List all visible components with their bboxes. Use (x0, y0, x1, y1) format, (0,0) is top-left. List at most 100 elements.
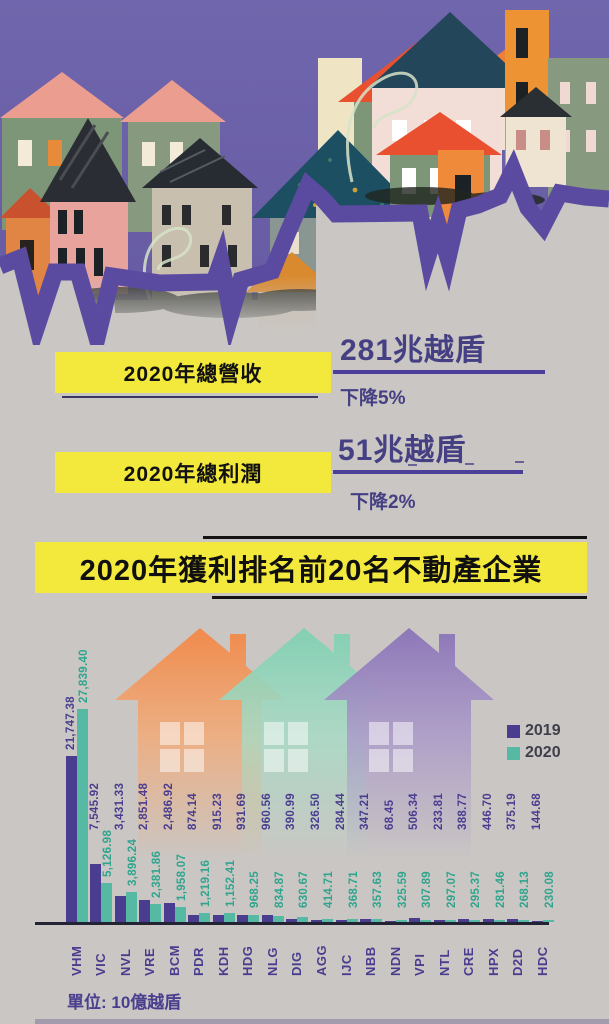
bar-2020-CRE (469, 919, 481, 922)
revenue-box-underline (62, 396, 318, 398)
value-label-2019-HPX: 446.70 (481, 793, 494, 830)
value-label-2019-NDN: 68.45 (383, 799, 396, 830)
tick-HDC: HDC (534, 946, 550, 976)
chart-background-houses (115, 628, 494, 872)
value-label-2019-VRE: 2,851.48 (138, 782, 151, 830)
value-label-2019-D2D: 375.19 (506, 793, 519, 830)
value-label-2020-CRE: 295.37 (470, 871, 483, 908)
bar-2020-NVL (125, 892, 137, 922)
bottom-strip (35, 1019, 609, 1024)
value-label-2020-IJC: 368.71 (347, 871, 360, 908)
value-label-2019-NBB: 347.21 (359, 793, 372, 830)
house-window (369, 749, 389, 772)
bar-2020-NDN (395, 919, 407, 922)
revenue-underline (333, 370, 545, 374)
village-illustration (0, 0, 609, 345)
bar-2019-NBB (360, 919, 372, 922)
bar-2019-HDG (237, 914, 249, 922)
page-title: 2020年獲利排名前20名不動產企業 (79, 554, 543, 587)
bar-2019-NDN (384, 920, 396, 922)
tick-KDH: KDH (215, 946, 231, 976)
house-window (288, 722, 308, 745)
value-label-2020-DIG: 630.67 (298, 871, 311, 908)
bar-2020-BCM (174, 907, 186, 922)
tick-DIG: DIG (289, 951, 305, 976)
bar-2020-D2D (518, 919, 530, 922)
bar-2020-KDH (223, 913, 235, 922)
legend-swatch-2019 (507, 724, 520, 738)
tick-NTL: NTL (436, 949, 452, 976)
legend-label-2020: 2020 (525, 744, 561, 761)
tick-HDG: HDG (240, 945, 256, 976)
bar-2019-BCM (163, 902, 175, 922)
value-label-2020-BCM: 1,958.07 (175, 853, 188, 902)
bar-2019-VRE (139, 900, 151, 922)
profit-label-box: 2020年總利潤 (55, 452, 331, 493)
bar-2019-VHM (65, 755, 77, 922)
value-label-2019-NLG: 960.56 (260, 793, 273, 830)
underline-dash (408, 464, 417, 466)
value-label-2019-NVL: 3,431.33 (113, 782, 126, 830)
legend-swatch-2020 (507, 746, 520, 760)
house-window (288, 749, 308, 772)
house-window (369, 722, 389, 745)
value-label-2020-VPI: 307.89 (421, 871, 434, 908)
bar-2020-NTL (444, 919, 456, 922)
value-label-2019-DIG: 390.99 (285, 793, 298, 830)
tick-HPX: HPX (485, 947, 501, 976)
revenue-label-box: 2020年總營收 (55, 352, 331, 393)
bar-2020-HDG (248, 914, 260, 922)
bar-2019-HPX (482, 918, 494, 922)
value-label-2020-AGG: 414.71 (323, 871, 335, 908)
bar-2020-IJC (346, 919, 358, 922)
value-label-2019-NTL: 233.81 (432, 793, 445, 830)
tick-IJC: IJC (338, 954, 354, 976)
legend-2020: 2020 (507, 744, 561, 762)
revenue-value: 281兆越盾 (340, 334, 487, 367)
tick-VIC: VIC (93, 952, 109, 976)
bar-2019-AGG (311, 919, 322, 922)
legend-label-2019: 2019 (525, 722, 561, 739)
revenue-label: 2020年總營收 (123, 362, 263, 386)
bar-2020-VPI (420, 919, 432, 922)
value-label-2020-NDN: 325.59 (396, 871, 409, 908)
value-label-2020-VIC: 5,126.98 (102, 829, 115, 877)
tick-D2D: D2D (510, 948, 526, 976)
tick-NLG: NLG (264, 947, 280, 976)
bar-2019-NLG (261, 914, 273, 922)
value-label-2019-VHM: 21,747.38 (64, 695, 77, 750)
bar-2019-DIG (286, 919, 298, 922)
value-label-2019-AGG: 326.50 (310, 793, 322, 830)
unit-label: 單位: 10億越盾 (67, 993, 182, 1012)
value-label-2019-VIC: 7,545.92 (89, 782, 102, 830)
tick-NDN: NDN (387, 946, 403, 976)
bar-2020-VRE (150, 903, 162, 922)
underline-dash (465, 463, 474, 465)
value-label-2019-IJC: 284.44 (334, 793, 347, 830)
revenue-change: 下降5% (340, 388, 406, 409)
banner-bottom-line (212, 596, 587, 599)
page-title-banner: 2020年獲利排名前20名不動產企業 (35, 542, 587, 593)
house-window (184, 749, 204, 772)
profit-change: 下降2% (350, 492, 416, 513)
legend-2019: 2019 (507, 722, 561, 740)
bar-2020-NLG (272, 915, 284, 922)
bar-2020-VIC (101, 882, 113, 922)
bar-2019-IJC (335, 919, 347, 922)
value-label-2020-KDH: 1,152.41 (224, 860, 237, 908)
bar-2020-PDR (199, 912, 211, 922)
bar-2020-HDC (542, 920, 554, 922)
underline-dash (515, 461, 524, 463)
tick-NVL: NVL (117, 948, 133, 977)
bar-2020-NBB (371, 919, 383, 922)
house-window (184, 722, 204, 745)
house-window (393, 722, 413, 745)
smoke-swirl-icon (142, 71, 419, 301)
tick-PDR: PDR (191, 947, 207, 976)
bar-2019-HDC (531, 920, 543, 922)
house-window (264, 749, 284, 772)
bar-2019-NTL (433, 920, 445, 922)
bar-2019-NVL (114, 895, 126, 922)
value-label-2020-VRE: 2,381.86 (151, 850, 164, 898)
